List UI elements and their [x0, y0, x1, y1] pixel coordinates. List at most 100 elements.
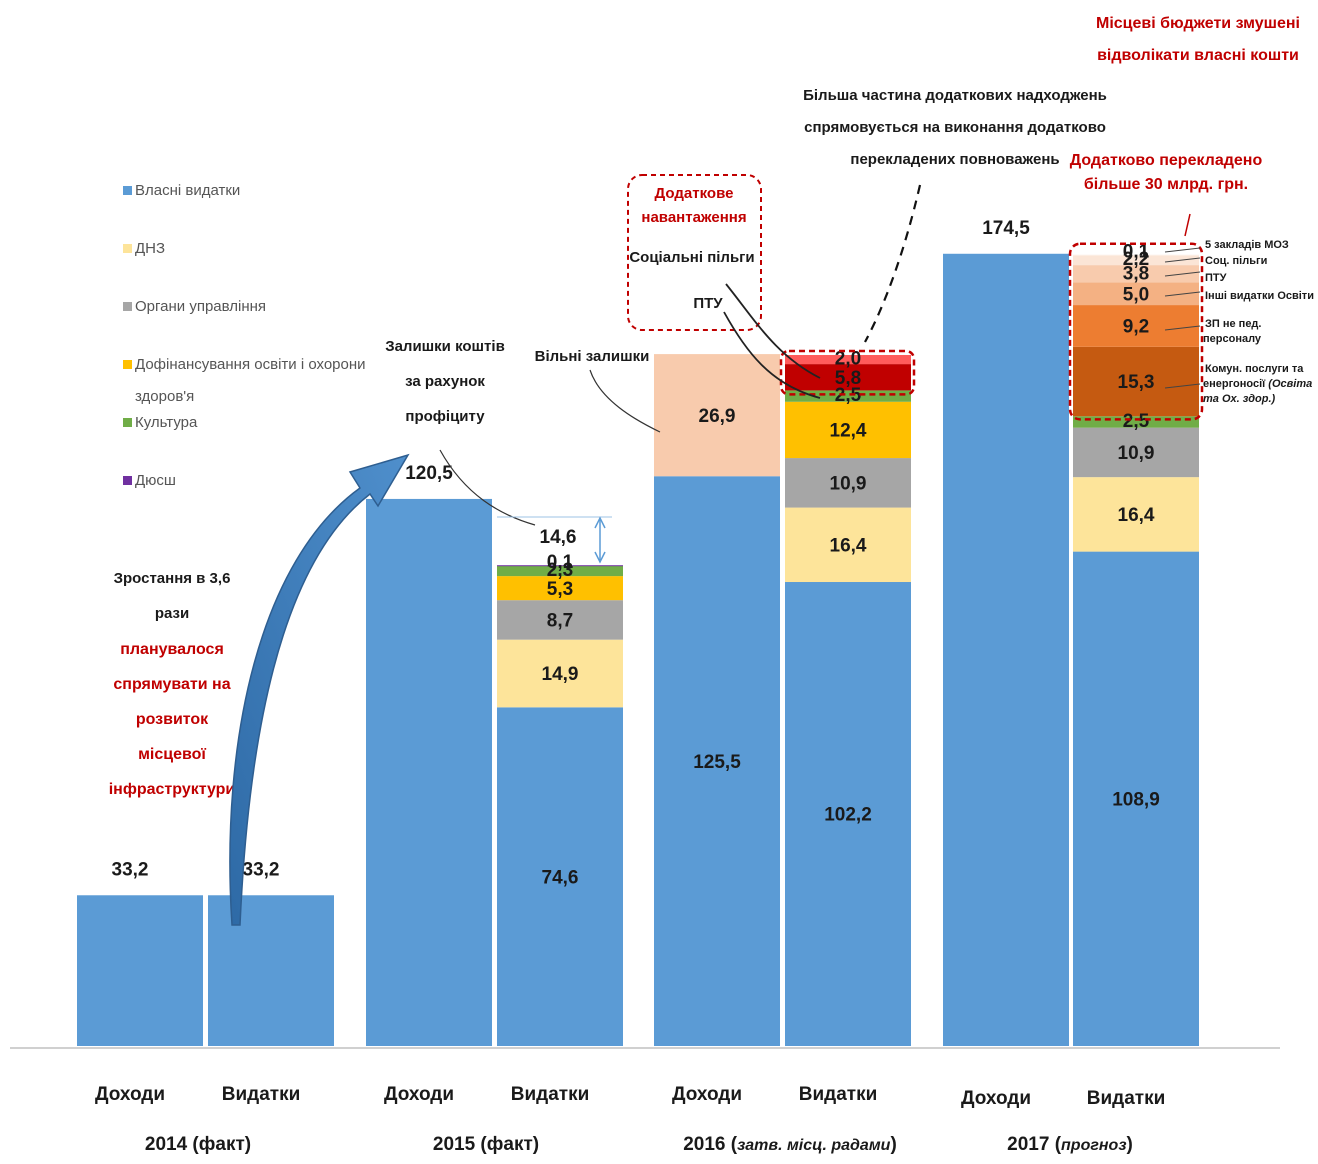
bar-5-segment-3: [785, 401, 911, 459]
surplus-range-arrows: [594, 516, 606, 564]
legend-swatch: [123, 186, 132, 195]
bar-7-segment-5: [1073, 305, 1199, 347]
group-label: 2016 (затв. місц. радами): [683, 1134, 897, 1155]
legend-label: Органи управління: [135, 298, 266, 315]
bar-4-segment-1: [654, 354, 780, 477]
segment-label: 2,0: [835, 348, 861, 369]
extra-load-item: ПТУ: [693, 295, 723, 312]
segment-label: 2,5: [835, 385, 862, 406]
most-income-note: Більша частина додаткових надходжень: [803, 87, 1107, 104]
legend-swatch: [123, 244, 132, 253]
most-income-note: спрямовується на виконання додатково: [804, 119, 1106, 136]
group-label: 2015 (факт): [433, 1134, 539, 1155]
surplus-note: за рахунок: [405, 373, 485, 390]
segment-label: 3,8: [1123, 263, 1149, 284]
local-budgets-note: Місцеві бюджети змушені: [1096, 15, 1300, 32]
extra-load-box-2016: [779, 349, 916, 396]
segment-label: 9,2: [1123, 317, 1149, 338]
segment-label: 12,4: [830, 421, 867, 442]
right-breakdown-pointer: [1164, 291, 1201, 297]
transferred-box-2017: [1068, 242, 1204, 421]
most-income-pointer: [864, 184, 922, 343]
bar-5-segment-5: [785, 364, 911, 391]
bar-7-segment-8: [1073, 255, 1199, 266]
bar-category-label: Доходи: [384, 1084, 454, 1105]
transferred-note: Додатково перекладено: [1070, 152, 1263, 169]
growth-note-red: планувалося: [120, 641, 224, 658]
bars-layer: 33,2 33,2120,574,614,98,75,32,30,1125,526…: [77, 218, 1199, 1047]
bar-7-segment-9: [1073, 254, 1199, 256]
bar-5-segment-6: [785, 355, 911, 365]
growth-note-red: спрямувати на: [113, 676, 230, 693]
bar-total-label: 174,5: [982, 218, 1030, 239]
pointer-social: [725, 283, 821, 379]
right-breakdown-label: Інші видатки Освіти: [1205, 290, 1314, 302]
x-axis: Доходи Видатки Доходи Видатки Доходи Видатки Д…: [95, 1084, 1165, 1155]
right-breakdown-label: Соц. пільги: [1205, 255, 1267, 267]
bar-total-label: 33,2: [243, 859, 280, 880]
bar-total-label: 120,5: [405, 463, 453, 484]
bar-3-segment-2: [497, 600, 623, 640]
extra-load-title: навантаження: [641, 209, 746, 226]
bar-3-segment-5: [497, 565, 623, 567]
right-breakdown-label-cont: енергоносії (Освіта: [1203, 378, 1312, 390]
right-breakdown-label: ПТУ: [1205, 272, 1227, 284]
bar-0-segment-0: [77, 895, 203, 1046]
growth-arrow: [229, 453, 410, 926]
segment-label: 10,9: [830, 473, 867, 494]
legend: Власні видатки ДНЗ Органи управління Дофіна…: [123, 182, 366, 489]
bar-category-label: Видатки: [1087, 1088, 1166, 1109]
right-breakdown-pointer: [1164, 247, 1201, 253]
bar-5-segment-4: [785, 390, 911, 402]
segment-label: 2,2: [1123, 249, 1149, 270]
extra-load-item: Соціальні пільги: [629, 249, 754, 266]
bar-category-label: Видатки: [222, 1084, 301, 1105]
extra-load-callout: [627, 174, 762, 331]
right-breakdown-pointer: [1164, 325, 1201, 331]
bar-7-segment-0: [1073, 551, 1199, 1046]
growth-note: рази: [155, 605, 189, 622]
growth-note-red: інфраструктури: [109, 781, 236, 798]
legend-swatch: [123, 360, 132, 369]
bar-7-segment-2: [1073, 427, 1199, 478]
segment-label: 5,0: [1123, 284, 1149, 305]
bar-3-segment-4: [497, 565, 623, 577]
annotations: Зростання в 3,6 рази планувалося спрямувати…: [109, 15, 1314, 926]
transferred-note: більше 30 млрд. грн.: [1084, 176, 1248, 193]
right-breakdown-pointer: [1164, 383, 1201, 389]
segment-label: 10,9: [1118, 443, 1155, 464]
bar-category-label: Доходи: [95, 1084, 165, 1105]
bar-5-segment-0: [785, 582, 911, 1046]
right-breakdown-pointer: [1164, 257, 1201, 263]
segment-label: 2,5: [1123, 411, 1150, 432]
free-balance-pointer: [589, 369, 661, 433]
transferred-pointer: [1184, 213, 1191, 237]
growth-note-red: місцевої: [138, 746, 206, 763]
segment-label: 15,3: [1118, 372, 1155, 393]
segment-label: 74,6: [542, 867, 579, 888]
segment-label: 14,9: [542, 664, 579, 685]
bar-7-segment-4: [1073, 346, 1199, 417]
bar-7-segment-3: [1073, 416, 1199, 428]
bar-5-segment-1: [785, 507, 911, 583]
surplus-pointer: [439, 449, 536, 526]
legend-label: ДНЗ: [135, 240, 165, 257]
surplus-note: Залишки коштів: [385, 338, 505, 355]
right-breakdown-pointer: [1164, 271, 1201, 277]
free-balance-note: Вільні залишки: [535, 348, 650, 365]
right-breakdown-label-cont: та Ох. здор.): [1203, 393, 1276, 405]
legend-label: Дофінансування освіти і охорони: [135, 356, 366, 373]
legend-label: Культура: [135, 414, 198, 431]
group-label: 2017 (прогноз): [1007, 1134, 1133, 1155]
bar-3-segment-1: [497, 639, 623, 708]
segment-label: 5,3: [547, 579, 573, 600]
bar-category-label: Видатки: [799, 1084, 878, 1105]
bar-6-segment-0: [943, 253, 1069, 1046]
segment-label: 108,9: [1112, 789, 1160, 810]
right-breakdown-label: ЗП не пед.: [1205, 318, 1261, 330]
surplus-value: 14,6: [540, 527, 577, 548]
extra-load-title: Додаткове: [655, 185, 734, 202]
legend-label: Дюсш: [135, 472, 176, 489]
segment-label: 102,2: [824, 805, 872, 826]
